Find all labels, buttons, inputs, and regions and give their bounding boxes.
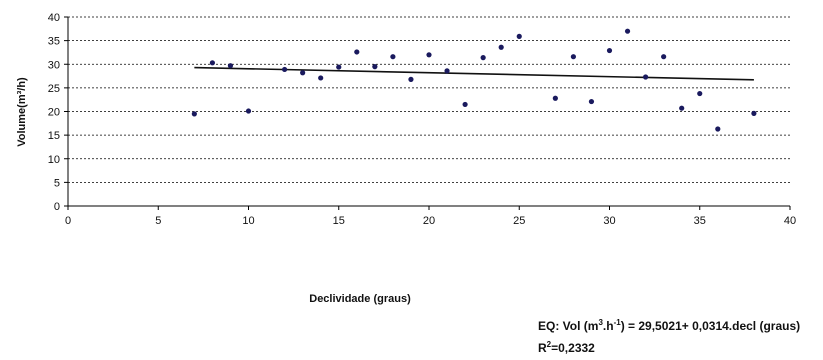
data-point-28: [751, 110, 757, 116]
x-tick-label-0: 0: [65, 215, 71, 227]
data-point-10: [390, 54, 396, 60]
data-point-27: [715, 126, 721, 132]
data-point-8: [354, 49, 360, 55]
data-point-9: [372, 64, 378, 70]
data-point-13: [444, 68, 450, 74]
y-tick-label-25: 25: [48, 83, 60, 95]
data-point-3: [245, 108, 252, 114]
equation-mid: .h: [602, 319, 614, 333]
data-points: [191, 28, 757, 132]
data-point-23: [643, 74, 649, 80]
y-tick-labels: 0 5 10 15 20 25 30 35 40: [48, 12, 60, 213]
r2-prefix: R: [538, 341, 547, 355]
data-point-7: [336, 64, 342, 70]
y-tick-label-40: 40: [48, 12, 60, 24]
data-point-5: [300, 70, 306, 76]
x-tick-label-15: 15: [333, 215, 345, 227]
y-tick-label-35: 35: [48, 36, 60, 48]
x-axis-title: Declividade (graus): [309, 293, 411, 305]
y-tick-label-10: 10: [48, 154, 60, 166]
y-tick-label-0: 0: [54, 201, 60, 213]
y-tick-label-30: 30: [48, 59, 60, 71]
data-point-18: [552, 95, 558, 101]
r2-suffix: =0,2332: [551, 341, 595, 355]
x-tick-label-20: 20: [423, 215, 435, 227]
data-point-20: [588, 98, 595, 105]
data-point-1: [209, 60, 215, 66]
data-point-17: [516, 33, 522, 39]
x-tick-labels: 0 5 10 15 20 25 30 35 40: [65, 215, 796, 227]
data-point-6: [318, 75, 324, 81]
data-point-22: [624, 28, 631, 34]
y-tick-label-20: 20: [48, 107, 60, 119]
x-tick-label-25: 25: [513, 215, 525, 227]
x-tick-label-35: 35: [694, 215, 706, 227]
x-tick-label-40: 40: [784, 215, 796, 227]
data-point-25: [679, 105, 685, 111]
data-point-14: [462, 101, 468, 108]
y-tick-label-15: 15: [48, 130, 60, 142]
x-tick-label-30: 30: [603, 215, 615, 227]
equation-sup-1: 3: [598, 318, 603, 327]
equation-prefix: EQ: Vol (m: [538, 319, 599, 333]
y-axis-title: Volume(m³/h): [16, 77, 28, 147]
data-point-21: [606, 47, 613, 54]
x-tick-label-5: 5: [155, 215, 161, 227]
regression-equation: EQ: Vol (m3.h-1) = 29,5021+ 0,0314.decl …: [538, 318, 800, 333]
data-point-15: [480, 55, 486, 61]
grid-lines: [68, 16, 790, 183]
data-point-2: [227, 63, 234, 69]
data-point-12: [426, 52, 432, 58]
data-point-4: [282, 66, 288, 73]
y-tick-label-5: 5: [54, 177, 60, 189]
data-point-19: [570, 54, 577, 60]
data-point-26: [697, 90, 703, 97]
data-point-11: [408, 76, 414, 82]
equation-sup-2: -1: [613, 318, 621, 327]
r-squared: R2=0,2332: [538, 340, 595, 355]
data-point-16: [498, 44, 504, 50]
equation-suffix: ) = 29,5021+ 0,0314.decl (graus): [620, 319, 801, 333]
trendline-line: [194, 66, 754, 81]
data-point-0: [191, 111, 197, 117]
axes: [64, 16, 791, 210]
r2-sup: 2: [546, 340, 552, 349]
data-point-24: [661, 54, 667, 60]
x-tick-label-10: 10: [242, 215, 254, 227]
trendline: [194, 66, 754, 81]
